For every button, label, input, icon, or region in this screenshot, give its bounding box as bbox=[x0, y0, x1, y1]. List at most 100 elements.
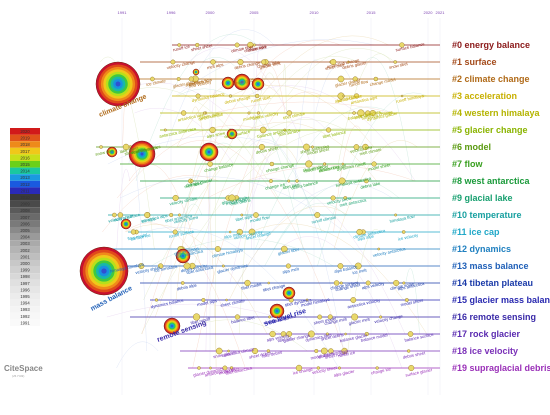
citation-node bbox=[221, 264, 225, 268]
node-term: velocity climate bbox=[169, 195, 198, 206]
node-term: velocity sheet bbox=[108, 213, 135, 223]
legend-year-2011: 2011 bbox=[20, 188, 30, 193]
legend-swatch-2008 bbox=[10, 207, 40, 214]
burst-ring bbox=[140, 152, 144, 156]
citation-arc bbox=[119, 176, 345, 233]
burst-ring bbox=[125, 223, 127, 225]
cluster-label-14: #14 tibetan plateau bbox=[452, 278, 533, 288]
node-term: melt climate bbox=[359, 147, 383, 157]
node-term: balance model bbox=[360, 332, 388, 343]
node-term: tibet antarctica bbox=[225, 365, 253, 376]
node-term: debris alps bbox=[176, 282, 197, 291]
node-term: antarctica lake bbox=[177, 112, 205, 123]
node-term: debris balance bbox=[291, 180, 319, 191]
citation-node bbox=[225, 298, 228, 302]
node-term: change antarctica bbox=[263, 313, 297, 325]
node-term: dynamics balance bbox=[191, 91, 225, 103]
citation-node bbox=[341, 347, 348, 355]
citation-node bbox=[112, 212, 117, 218]
citation-node bbox=[240, 213, 244, 217]
cluster-labels: #0 energy balance #1 surface #2 climate ch… bbox=[452, 40, 550, 373]
legend-year-1994: 1994 bbox=[20, 301, 30, 306]
citation-node bbox=[215, 347, 223, 355]
node-term: sheet change bbox=[246, 231, 272, 241]
node-term: climate tibet bbox=[231, 44, 255, 54]
node-term: alps melt bbox=[282, 266, 300, 275]
node-term: dynamics runoff bbox=[336, 161, 367, 172]
citation-node bbox=[343, 196, 348, 200]
node-term: runoff tibet bbox=[251, 95, 272, 104]
node-term: antarctica model bbox=[204, 366, 235, 377]
burst-ring bbox=[241, 81, 243, 83]
citation-node bbox=[202, 111, 206, 115]
node-term: alps alps bbox=[357, 233, 374, 241]
node-term: surface glacier bbox=[405, 367, 433, 378]
node-term: model melt bbox=[225, 197, 247, 206]
citation-arc bbox=[255, 106, 392, 250]
citation-node bbox=[377, 247, 381, 251]
year-tick-1991: 1991 bbox=[118, 10, 128, 15]
node-term: velocity sheet bbox=[312, 365, 339, 375]
citation-node bbox=[353, 144, 360, 150]
node-term: ice climate bbox=[146, 78, 167, 87]
node-term: melt antarctica bbox=[339, 197, 367, 208]
citation-arc bbox=[207, 165, 416, 199]
node-term: change ice bbox=[370, 366, 392, 375]
citation-arc bbox=[128, 163, 201, 267]
node-term: antarctica climate bbox=[222, 346, 256, 358]
node-term: sheet melt bbox=[325, 62, 346, 71]
citation-node bbox=[305, 160, 313, 168]
citation-node bbox=[295, 364, 303, 372]
citation-arc bbox=[248, 178, 406, 335]
citation-arc bbox=[287, 48, 396, 97]
legend-year-2015: 2015 bbox=[20, 162, 30, 167]
node-term: glacier glacier bbox=[335, 78, 362, 88]
citation-node bbox=[281, 245, 288, 253]
citation-node bbox=[253, 212, 259, 218]
citation-node bbox=[356, 228, 363, 236]
year-tick-2010: 2010 bbox=[310, 10, 320, 15]
legend-swatch-1998 bbox=[10, 273, 40, 280]
legend-swatch-1993 bbox=[10, 306, 40, 313]
citation-node bbox=[150, 76, 155, 82]
node-term: glacier glacier bbox=[172, 79, 199, 89]
legend-year-1998: 1998 bbox=[20, 274, 30, 279]
citation-arc bbox=[141, 128, 362, 335]
node-term: change balance bbox=[204, 162, 235, 173]
citation-node bbox=[228, 230, 232, 234]
node-term: velocity sheet bbox=[135, 265, 162, 275]
citation-node bbox=[371, 161, 377, 167]
legend-swatch-1994 bbox=[10, 299, 40, 307]
node-term: melt debris bbox=[230, 197, 251, 206]
node-term: sheet runoff bbox=[324, 350, 347, 360]
legend-swatch-2001 bbox=[10, 253, 40, 260]
citation-node bbox=[209, 366, 212, 370]
citation-node bbox=[195, 42, 200, 48]
node-term: model flow bbox=[249, 214, 271, 223]
legend-year-2008: 2008 bbox=[20, 208, 30, 213]
citation-node bbox=[197, 366, 201, 370]
node-term: runoff climate bbox=[337, 93, 363, 103]
citation-node bbox=[379, 315, 383, 319]
node-term: change melt bbox=[324, 316, 348, 326]
citation-node bbox=[364, 178, 369, 184]
legend-year-2014: 2014 bbox=[20, 169, 30, 174]
citation-arc bbox=[116, 341, 159, 369]
citation-node bbox=[283, 128, 287, 132]
citation-node bbox=[393, 279, 400, 287]
cluster-label-17: #17 rock glacier bbox=[452, 329, 521, 339]
citation-node bbox=[338, 366, 341, 370]
node-term: climate snow bbox=[390, 281, 416, 291]
node-term: model ice bbox=[271, 316, 290, 325]
node-term: tibet dynamics bbox=[131, 145, 158, 155]
burst-node bbox=[221, 76, 235, 90]
burst-ring bbox=[171, 325, 173, 327]
node-term: tibet balance bbox=[322, 129, 347, 139]
node-term: flow surface bbox=[278, 128, 302, 138]
legend-swatch-1996 bbox=[10, 286, 40, 293]
node-term: debris melt bbox=[199, 111, 221, 120]
node-term: runoff climate bbox=[198, 111, 224, 121]
node-term: debris sheet bbox=[255, 145, 279, 155]
node-term: alps surface bbox=[334, 94, 358, 104]
citation-arc bbox=[150, 238, 334, 267]
